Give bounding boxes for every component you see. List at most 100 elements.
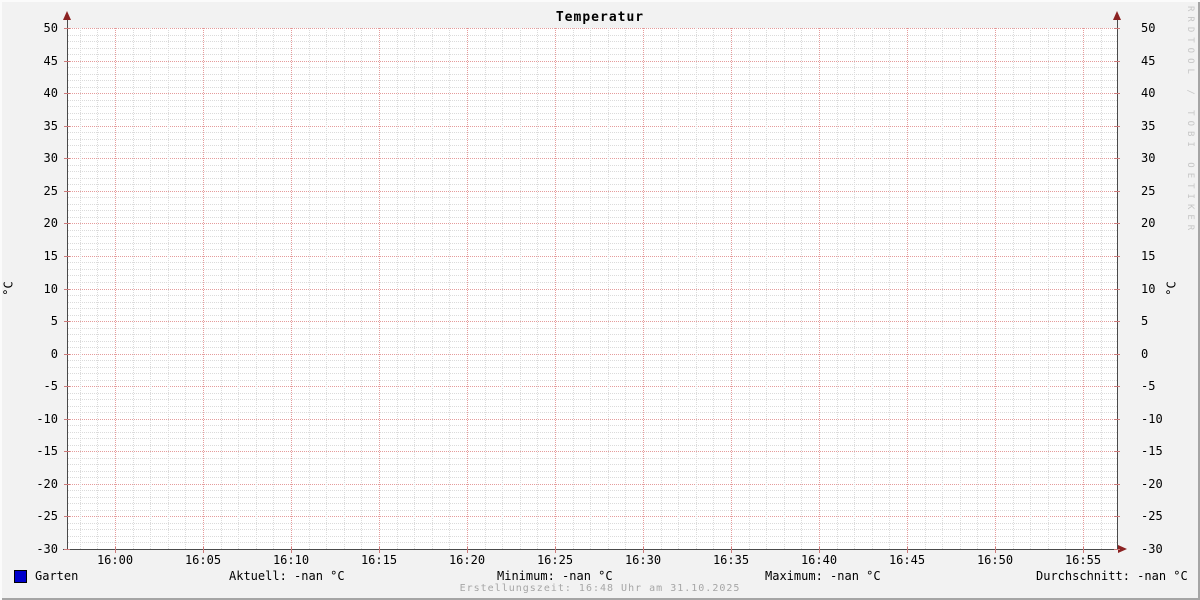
grid-line-y-minor — [67, 217, 1117, 218]
grid-line-x-minor — [889, 28, 891, 549]
y-tick-label-left: 20 — [43, 216, 58, 230]
y-tick-label-right: -5 — [1141, 379, 1156, 393]
x-tick — [115, 547, 116, 553]
grid-line-y-major — [67, 516, 1117, 517]
grid-line-x-minor — [79, 28, 81, 549]
y-tick-label-left: 10 — [43, 282, 58, 296]
y-tick-right — [1114, 484, 1120, 485]
x-axis — [63, 549, 1118, 550]
grid-line-x-minor — [220, 28, 222, 549]
x-tick — [731, 547, 732, 553]
grid-line-y-minor — [67, 145, 1117, 146]
grid-line-x-minor — [625, 28, 627, 549]
grid-line-y-minor — [67, 249, 1117, 250]
y-tick-right — [1114, 549, 1120, 550]
y-tick-right — [1114, 28, 1120, 29]
grid-line-x-minor — [537, 28, 539, 549]
y-axis-left — [67, 14, 68, 549]
y-tick-right — [1114, 223, 1120, 224]
grid-line-y-minor — [67, 230, 1117, 231]
grid-line-x-minor — [871, 28, 873, 549]
grid-line-y-minor — [67, 210, 1117, 211]
x-tick — [643, 547, 644, 553]
y-tick-right — [1114, 289, 1120, 290]
grid-line-y-minor — [67, 74, 1117, 75]
y-tick-right — [1114, 354, 1120, 355]
y-tick-left — [64, 321, 70, 322]
grid-line-y-minor — [67, 113, 1117, 114]
y-tick-left — [64, 419, 70, 420]
grid-line-x-minor — [326, 28, 328, 549]
grid-line-x-minor — [801, 28, 803, 549]
y-tick-label-right: 15 — [1141, 249, 1156, 263]
y-tick-label-right: -25 — [1141, 509, 1163, 523]
x-tick — [467, 547, 468, 553]
rrdtool-watermark: RRDTOOL / TOBI OETIKER — [1185, 6, 1195, 236]
y-tick-left — [64, 516, 70, 517]
grid-line-x-minor — [414, 28, 416, 549]
grid-line-y-minor — [67, 529, 1117, 530]
grid-line-x-major — [643, 28, 644, 549]
y-tick-right — [1114, 419, 1120, 420]
y-tick-right — [1114, 256, 1120, 257]
y-tick-label-right: 45 — [1141, 54, 1156, 68]
y-tick-left — [64, 256, 70, 257]
grid-line-y-minor — [67, 243, 1117, 244]
y-tick-right — [1114, 158, 1120, 159]
grid-line-y-minor — [67, 269, 1117, 270]
grid-line-y-minor — [67, 282, 1117, 283]
grid-line-y-minor — [67, 425, 1117, 426]
grid-line-y-minor — [67, 80, 1117, 81]
grid-line-y-minor — [67, 328, 1117, 329]
stat-aktuell: Aktuell: -nan °C — [229, 569, 345, 583]
grid-line-x-major — [1083, 28, 1084, 549]
grid-line-y-major — [67, 321, 1117, 322]
grid-line-y-minor — [67, 477, 1117, 478]
y-tick-label-right: -20 — [1141, 477, 1163, 491]
legend-series-label: Garten — [35, 569, 79, 583]
grid-line-x-minor — [396, 28, 398, 549]
grid-line-x-minor — [942, 28, 944, 549]
grid-line-y-minor — [67, 399, 1117, 400]
y-tick-label-right: -15 — [1141, 444, 1163, 458]
y-tick-label-left: 0 — [50, 347, 58, 361]
y-tick-label-left: 40 — [43, 86, 58, 100]
grid-line-x-minor — [132, 28, 134, 549]
y-tick-left — [64, 158, 70, 159]
grid-line-x-minor — [1065, 28, 1067, 549]
y-tick-label-left: 50 — [43, 21, 58, 35]
y-tick-label-left: -10 — [36, 412, 58, 426]
grid-line-x-minor — [361, 28, 363, 549]
y-tick-left — [64, 386, 70, 387]
grid-line-y-major — [67, 451, 1117, 452]
x-tick-label: 16:35 — [712, 553, 750, 567]
grid-line-x-major — [203, 28, 204, 549]
y-tick-left — [64, 484, 70, 485]
grid-line-x-minor — [150, 28, 152, 549]
y-axis-left-arrow-icon — [63, 11, 71, 20]
y-axis-right-arrow-icon — [1113, 11, 1121, 20]
grid-line-y-minor — [67, 542, 1117, 543]
y-tick-left — [64, 126, 70, 127]
y-tick-left — [64, 191, 70, 192]
y-axis-unit-left: °C — [1, 281, 16, 296]
grid-line-y-minor — [67, 236, 1117, 237]
grid-line-y-major — [67, 61, 1117, 62]
x-tick — [291, 547, 292, 553]
grid-line-x-major — [819, 28, 820, 549]
grid-line-y-major — [67, 158, 1117, 159]
grid-line-x-minor — [678, 28, 680, 549]
x-tick-label: 16:55 — [1064, 553, 1102, 567]
grid-line-x-minor — [1030, 28, 1032, 549]
grid-line-x-minor — [607, 28, 609, 549]
grid-line-y-major — [67, 126, 1117, 127]
grid-line-y-minor — [67, 262, 1117, 263]
y-tick-label-left: 45 — [43, 54, 58, 68]
grid-line-x-major — [291, 28, 292, 549]
y-tick-label-right: 40 — [1141, 86, 1156, 100]
y-tick-right — [1114, 321, 1120, 322]
y-tick-left — [64, 93, 70, 94]
grid-line-x-minor — [766, 28, 768, 549]
grid-line-y-major — [67, 223, 1117, 224]
grid-line-x-minor — [238, 28, 240, 549]
